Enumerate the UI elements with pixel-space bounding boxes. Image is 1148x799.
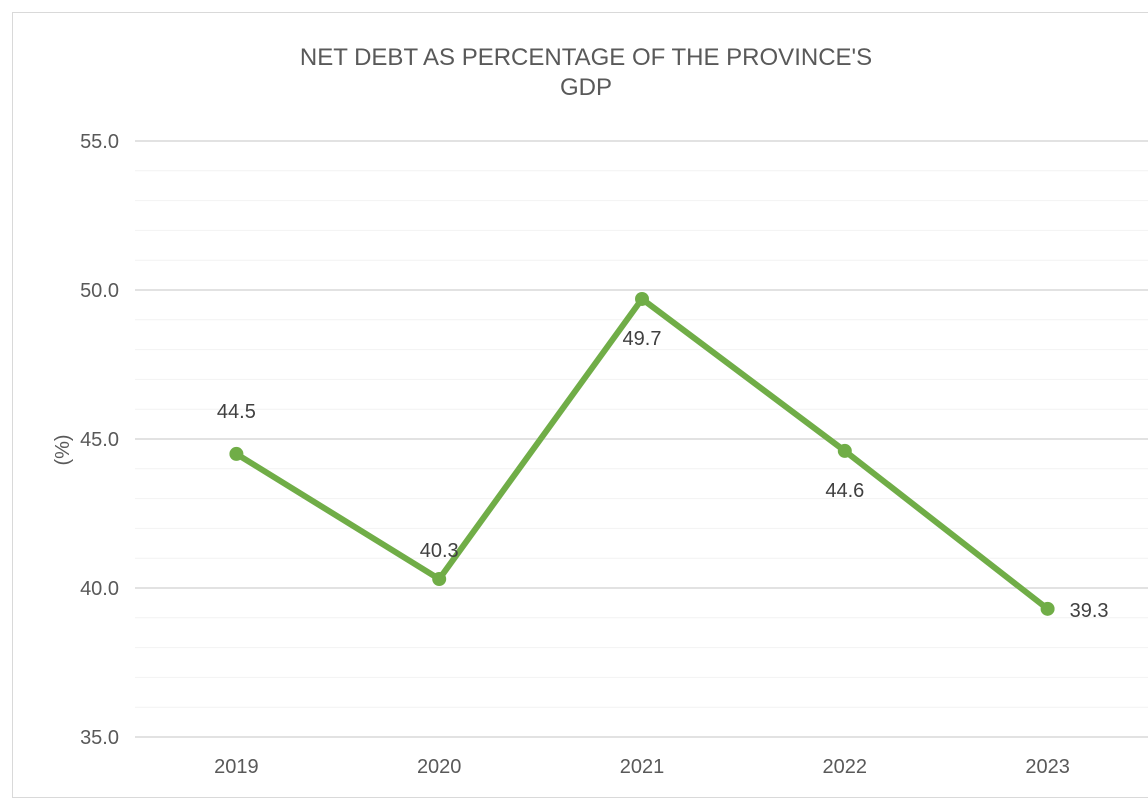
x-tick-label: 2023 (1025, 756, 1070, 778)
grid-lines (135, 140, 1148, 738)
x-tick-label: 2021 (620, 756, 665, 778)
y-tick-label: 45.0 (80, 429, 119, 451)
data-labels: 44.5 40.3 49.7 44.6 39.3 (217, 328, 1109, 622)
data-label: 40.3 (420, 540, 459, 562)
chart-container: NET DEBT AS PERCENTAGE OF THE PROVINCE'S… (12, 12, 1148, 798)
chart-title-line-1: NET DEBT AS PERCENTAGE OF THE PROVINCE'S (300, 44, 872, 71)
x-tick-label: 2022 (823, 756, 868, 778)
data-point (1040, 601, 1055, 616)
data-label: 49.7 (623, 328, 662, 350)
series-layer (229, 291, 1055, 616)
y-axis-ticks: 35.0 40.0 45.0 50.0 55.0 (80, 131, 119, 749)
x-tick-label: 2020 (417, 756, 462, 778)
y-tick-label: 35.0 (80, 727, 119, 749)
line-chart: NET DEBT AS PERCENTAGE OF THE PROVINCE'S… (52, 44, 1148, 778)
y-tick-label: 55.0 (80, 131, 119, 153)
y-axis-title: (%) (52, 434, 74, 465)
data-label: 44.5 (217, 401, 256, 423)
data-point (229, 446, 244, 461)
data-point (432, 572, 447, 587)
data-point (635, 291, 649, 306)
data-point (837, 443, 852, 458)
chart-title-line-2: GDP (560, 74, 612, 101)
y-tick-label: 50.0 (80, 280, 119, 302)
x-tick-label: 2019 (214, 756, 259, 778)
data-label: 44.6 (825, 480, 864, 502)
data-label: 39.3 (1070, 600, 1109, 622)
x-axis-ticks: 2019 2020 2021 2022 2023 (214, 756, 1070, 778)
y-tick-label: 40.0 (80, 578, 119, 600)
